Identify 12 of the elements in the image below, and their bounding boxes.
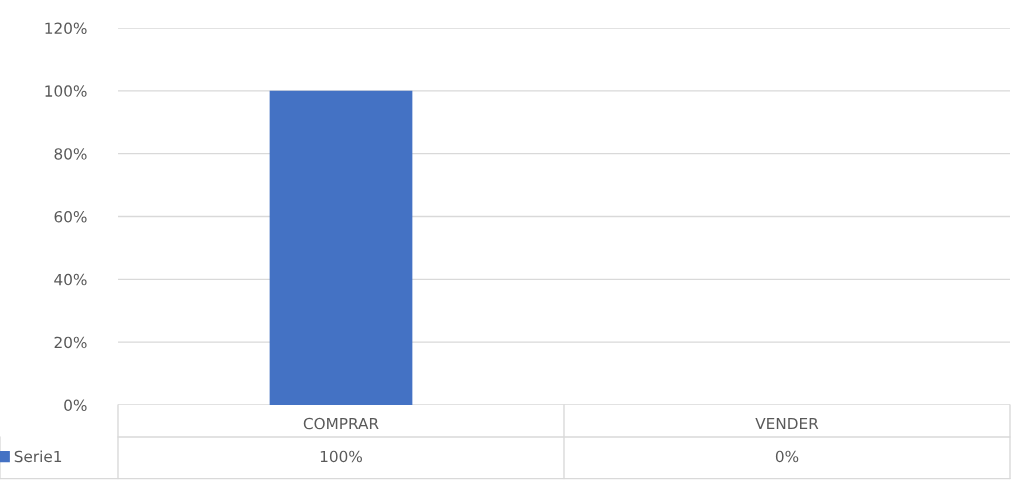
- y-tick-label: 20%: [54, 336, 87, 349]
- y-tick-label: 0%: [64, 399, 87, 412]
- y-tick-label: 80%: [54, 148, 87, 160]
- data-label: 0%: [775, 450, 799, 463]
- data-label: 100%: [320, 450, 362, 463]
- y-tick-label: 60%: [54, 210, 87, 223]
- y-tick-label: 100%: [45, 85, 87, 97]
- x-tick-label: VENDER: [755, 417, 819, 430]
- y-tick-label: 40%: [54, 273, 87, 286]
- x-tick-label: COMPRAR: [303, 417, 379, 430]
- y-tick-label: 120%: [45, 22, 87, 35]
- legend-label: Serie1: [14, 450, 62, 463]
